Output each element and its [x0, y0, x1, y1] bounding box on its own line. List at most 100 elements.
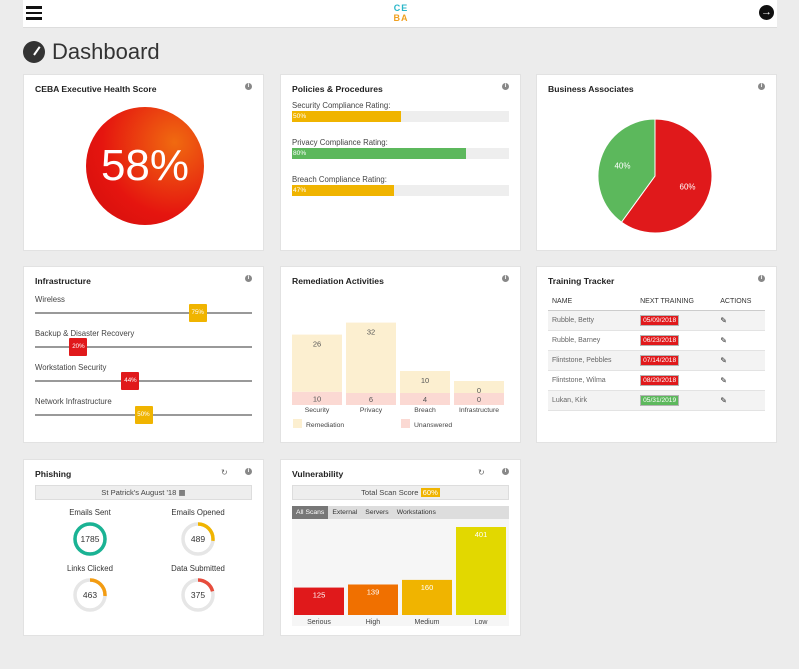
vulnerability-bar[interactable] [456, 527, 506, 615]
bar-value: 139 [367, 587, 380, 596]
scan-tabs: All Scans External Servers Workstations [292, 506, 509, 519]
category-label: Privacy [360, 407, 383, 414]
remediation-chart: 10 26 Security 6 32 Privacy 4 10 Breach 00 Infrast… [292, 322, 504, 429]
table-row: Rubble, Barney 06/23/2018 ✎ [548, 330, 765, 351]
unanswered-bar [292, 391, 342, 405]
training-card: Training Tracker i NAME NEXT TRAINING AC… [536, 266, 777, 443]
card-title: Remediation Activities [292, 276, 384, 286]
vulnerability-card: Vulnerability ↻ i Total Scan Score 60% A… [280, 459, 521, 636]
infra-slider-thumb[interactable]: 50% [134, 406, 153, 424]
info-icon[interactable]: i [502, 468, 509, 475]
gauge-arc [73, 522, 107, 556]
tab-servers[interactable]: Servers [365, 509, 389, 516]
tab-external[interactable]: External [332, 509, 358, 516]
campaign-selector[interactable]: St Patrick's August '18 ▦ [35, 485, 252, 500]
actions-cell: ✎ [716, 350, 765, 371]
info-icon[interactable]: i [758, 83, 765, 90]
pencil-icon[interactable]: ✎ [720, 355, 727, 365]
next-training-cell: 05/31/2019 [636, 390, 717, 411]
tab-all-scans[interactable]: All Scans [292, 506, 329, 519]
card-title: Policies & Procedures [292, 84, 383, 94]
info-icon[interactable]: i [502, 83, 509, 90]
infra-slider-track [35, 346, 252, 348]
policies-card: Policies & Procedures i Security Complia… [280, 74, 521, 251]
infra-slider-thumb[interactable]: 75% [188, 304, 207, 322]
pencil-icon[interactable]: ✎ [720, 315, 727, 325]
remediation-card: Remediation Activities i 10 26 Security 6 32… [280, 266, 521, 443]
remediation-bar [454, 381, 504, 393]
pie-slice[interactable] [620, 118, 713, 234]
card-title: Vulnerability [292, 469, 344, 479]
info-icon[interactable]: i [245, 468, 252, 475]
remediation-value: 26 [313, 340, 321, 349]
remediation-bar [346, 322, 396, 393]
arrow-right-circle-icon[interactable]: → [759, 5, 774, 20]
phishing-card: Phishing ↻ i St Patrick's August '18 ▦ E… [23, 459, 264, 636]
logo-line1: CE [393, 3, 409, 13]
unanswered-bar [400, 393, 450, 405]
gauge-label: Links Clicked [67, 564, 113, 573]
infra-label: Network Infrastructure [35, 397, 112, 406]
info-icon[interactable]: i [758, 275, 765, 282]
infrastructure-card: Infrastructure i Wireless 75% Backup & Dis… [23, 266, 264, 443]
campaign-name: St Patrick's August '18 [101, 488, 177, 497]
dashboard-gauge-icon [23, 41, 45, 63]
infra-slider-track [35, 380, 252, 382]
unanswered-bar [454, 393, 504, 405]
card-title: Business Associates [548, 84, 634, 94]
hamburger-icon[interactable] [26, 6, 42, 20]
gauge-ring: 1785 [73, 522, 107, 556]
next-training-cell: 05/09/2018 [636, 310, 717, 331]
trainee-name: Rubble, Betty [548, 310, 637, 331]
gauge-label: Emails Sent [69, 508, 111, 517]
category-label: Infrastructure [459, 407, 499, 414]
pencil-icon[interactable]: ✎ [720, 335, 727, 345]
category-label: Security [305, 407, 330, 414]
gauge-ring: 463 [73, 578, 107, 612]
info-icon[interactable]: i [245, 83, 252, 90]
table-row: Rubble, Betty 05/09/2018 ✎ [548, 310, 765, 331]
date-badge: 06/23/2018 [640, 334, 680, 346]
col-name: NAME [548, 293, 637, 311]
info-icon[interactable]: i [502, 275, 509, 282]
pie-slice[interactable] [597, 118, 656, 223]
health-score-value: 58% [100, 141, 190, 190]
vulnerability-bar[interactable] [348, 584, 398, 615]
page-title-wrap: Dashboard [23, 39, 160, 64]
col-next-training: NEXT TRAINING [636, 293, 717, 311]
next-training-cell: 07/14/2018 [636, 350, 717, 371]
health-score-card: CEBA Executive Health Score i 58% [23, 74, 264, 251]
actions-cell: ✎ [716, 370, 765, 391]
pie-slice-label: 60% [680, 183, 696, 192]
gauge-label: Data Submitted [171, 564, 225, 573]
info-icon[interactable]: i [245, 275, 252, 282]
card-title: Training Tracker [548, 276, 615, 286]
associates-pie-chart: 60% 40% [597, 118, 713, 234]
remediation-value: 0 [477, 386, 481, 395]
bar-category: High [366, 619, 381, 626]
remediation-value: 10 [421, 376, 429, 385]
pencil-icon[interactable]: ✎ [720, 375, 727, 385]
compliance-bar-fill: 80% [292, 148, 466, 159]
ceba-logo: CE BA [389, 3, 413, 23]
vulnerability-bar[interactable] [402, 579, 452, 615]
legend-label: Unanswered [414, 422, 452, 429]
gauge-value: 463 [83, 590, 97, 600]
infra-slider-thumb[interactable]: 44% [121, 372, 140, 390]
date-badge: 07/14/2018 [640, 354, 680, 366]
top-bar: CE BA → [23, 0, 777, 28]
pencil-icon[interactable]: ✎ [720, 395, 727, 405]
infra-slider-thumb[interactable]: 20% [69, 338, 88, 356]
page-title: Dashboard [52, 39, 160, 64]
bar-category: Low [475, 619, 489, 626]
gauge-arc [181, 578, 215, 612]
refresh-icon[interactable]: ↻ [221, 468, 228, 477]
gauge-value: 1785 [81, 534, 100, 544]
vulnerability-bar[interactable] [294, 587, 344, 615]
date-badge: 08/29/2018 [640, 374, 680, 386]
tab-workstations[interactable]: Workstations [396, 509, 436, 516]
associates-card: Business Associates i 60% 40% [536, 74, 777, 251]
legend-swatch [293, 419, 302, 428]
refresh-icon[interactable]: ↻ [478, 468, 485, 477]
gauge-value: 489 [191, 534, 205, 544]
